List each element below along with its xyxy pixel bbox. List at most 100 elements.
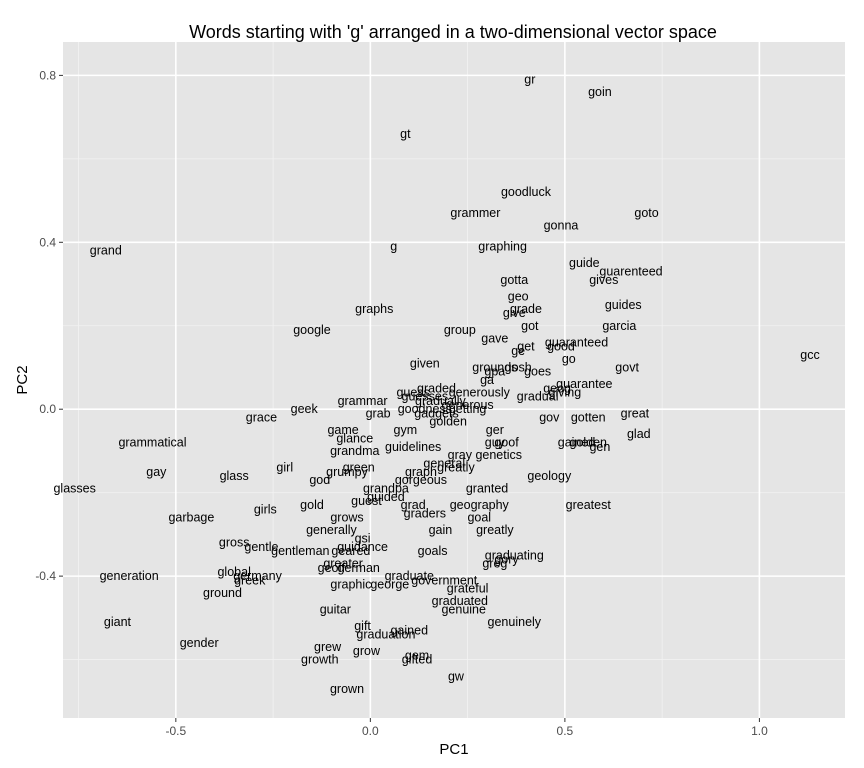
point-label: ge (511, 344, 525, 358)
point-label: generation (100, 569, 159, 583)
point-label: genetics (475, 448, 522, 462)
point-label: glad (627, 427, 651, 441)
point-label: germany (233, 569, 282, 583)
point-label: great (621, 406, 650, 420)
point-label: grammer (450, 206, 500, 220)
point-label: getting (449, 402, 487, 416)
x-tick-label: 0.0 (362, 724, 379, 738)
point-label: gained (390, 623, 428, 637)
point-label: grammar (338, 394, 388, 408)
point-label: gonna (544, 219, 579, 233)
point-label: geog (543, 381, 571, 395)
point-label: gotten (571, 411, 606, 425)
point-label: grown (330, 682, 364, 696)
point-label: graduate (385, 569, 434, 583)
point-label: goes (524, 365, 551, 379)
point-label: gr (524, 73, 535, 87)
point-label: gift (354, 619, 371, 633)
point-label: grew (314, 640, 342, 654)
point-label: gifted (402, 653, 433, 667)
point-label: gentleman (271, 544, 329, 558)
point-labels: gr goin gt goodluck goto grammer gonna grand g gr… (53, 73, 819, 696)
point-label: guides (605, 298, 642, 312)
point-label: graphic (330, 577, 371, 591)
point-label: green (343, 461, 375, 475)
point-label: google (293, 323, 331, 337)
point-label: george (370, 577, 409, 591)
y-axis-ticks: -0.4 0.0 0.4 0.8 (35, 68, 63, 583)
point-label: gives (589, 273, 618, 287)
point-label: guidelines (385, 440, 441, 454)
point-label: grandma (330, 444, 379, 458)
point-label: graded (417, 381, 456, 395)
point-label: graphs (355, 302, 393, 316)
point-label: goals (418, 544, 448, 558)
point-label: gold (300, 498, 324, 512)
point-label: graph (405, 465, 437, 479)
point-label: graduating (485, 548, 544, 562)
x-axis-ticks: -0.5 0.0 0.5 1.0 (165, 718, 768, 738)
point-label: greatly (476, 523, 514, 537)
point-label: garbage (168, 511, 214, 525)
point-label: gender (180, 636, 219, 650)
point-label: geek (291, 402, 319, 416)
x-tick-label: 0.5 (557, 724, 574, 738)
point-label: guesses (402, 390, 449, 404)
point-label: graders (404, 507, 446, 521)
point-label: garcia (602, 319, 636, 333)
point-label: gov (539, 411, 560, 425)
point-label: greek (234, 573, 266, 587)
point-label: goof (494, 436, 519, 450)
point-label: grab (366, 406, 391, 420)
point-label: girls (254, 502, 277, 516)
point-label: golden (569, 436, 607, 450)
point-label: gentle (244, 540, 278, 554)
point-label: given (410, 356, 440, 370)
major-gridlines (63, 42, 845, 718)
point-label: guess (396, 386, 429, 400)
point-label: gain (429, 523, 453, 537)
point-label: greater (323, 557, 363, 571)
point-label: goin (588, 85, 612, 99)
point-label: gay (146, 465, 167, 479)
point-label: gosh (505, 360, 532, 374)
point-label: greatest (566, 498, 612, 512)
point-label: grow (353, 644, 381, 658)
point-label: ger (486, 423, 504, 437)
point-label: giant (104, 615, 132, 629)
point-label: global (217, 565, 250, 579)
point-label: guaranteed (545, 335, 608, 349)
point-label: guitar (320, 603, 351, 617)
point-label: grad (401, 498, 426, 512)
point-label: grounds (472, 360, 517, 374)
point-label: gross (219, 536, 250, 550)
chart-title: Words starting with 'g' arranged in a tw… (189, 22, 717, 42)
point-label: god (309, 473, 330, 487)
point-label: generally (306, 523, 357, 537)
point-label: grumpy (326, 465, 368, 479)
point-label: general (423, 456, 465, 470)
point-label: goal (467, 511, 491, 525)
point-label: gained (558, 436, 596, 450)
y-axis-label: PC2 (14, 365, 31, 394)
point-label: govt (615, 360, 639, 374)
point-label: geography (450, 498, 510, 512)
point-label: glass (220, 469, 249, 483)
point-label: gen (589, 440, 610, 454)
point-label: grandpa (363, 481, 409, 495)
point-label: geared (331, 544, 370, 558)
point-label: gsi (355, 532, 371, 546)
point-label: guarenteed (599, 265, 662, 279)
point-label: generous (442, 398, 494, 412)
x-axis-label: PC1 (439, 741, 468, 758)
point-label: grammatical (118, 436, 186, 450)
point-label: get (517, 340, 535, 354)
point-label: gory (494, 552, 519, 566)
point-label: guarantee (556, 377, 612, 391)
point-label: giving (549, 386, 582, 400)
point-label: genuine (441, 603, 486, 617)
y-tick-label: 0.0 (39, 402, 56, 416)
point-label: golden (429, 415, 467, 429)
x-tick-label: -0.5 (165, 724, 186, 738)
